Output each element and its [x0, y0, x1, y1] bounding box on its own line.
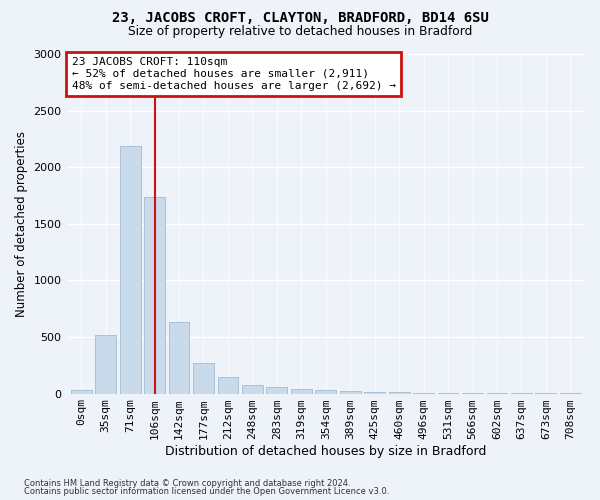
Bar — [169, 322, 190, 394]
Bar — [242, 385, 263, 394]
Bar — [291, 389, 312, 394]
Bar — [266, 388, 287, 394]
Text: 23 JACOBS CROFT: 110sqm
← 52% of detached houses are smaller (2,911)
48% of semi: 23 JACOBS CROFT: 110sqm ← 52% of detache… — [72, 58, 396, 90]
Bar — [389, 392, 410, 394]
Bar — [340, 392, 361, 394]
Y-axis label: Number of detached properties: Number of detached properties — [15, 131, 28, 317]
Text: 23, JACOBS CROFT, CLAYTON, BRADFORD, BD14 6SU: 23, JACOBS CROFT, CLAYTON, BRADFORD, BD1… — [112, 11, 488, 25]
Bar — [193, 363, 214, 394]
Text: Contains HM Land Registry data © Crown copyright and database right 2024.: Contains HM Land Registry data © Crown c… — [24, 478, 350, 488]
Bar — [144, 196, 165, 394]
Bar — [71, 390, 92, 394]
Text: Size of property relative to detached houses in Bradford: Size of property relative to detached ho… — [128, 25, 472, 38]
Text: Contains public sector information licensed under the Open Government Licence v3: Contains public sector information licen… — [24, 487, 389, 496]
Bar — [95, 334, 116, 394]
Bar — [413, 393, 434, 394]
Bar — [218, 377, 238, 394]
X-axis label: Distribution of detached houses by size in Bradford: Distribution of detached houses by size … — [165, 444, 487, 458]
Bar — [120, 146, 140, 394]
Bar — [316, 390, 336, 394]
Bar — [364, 392, 385, 394]
